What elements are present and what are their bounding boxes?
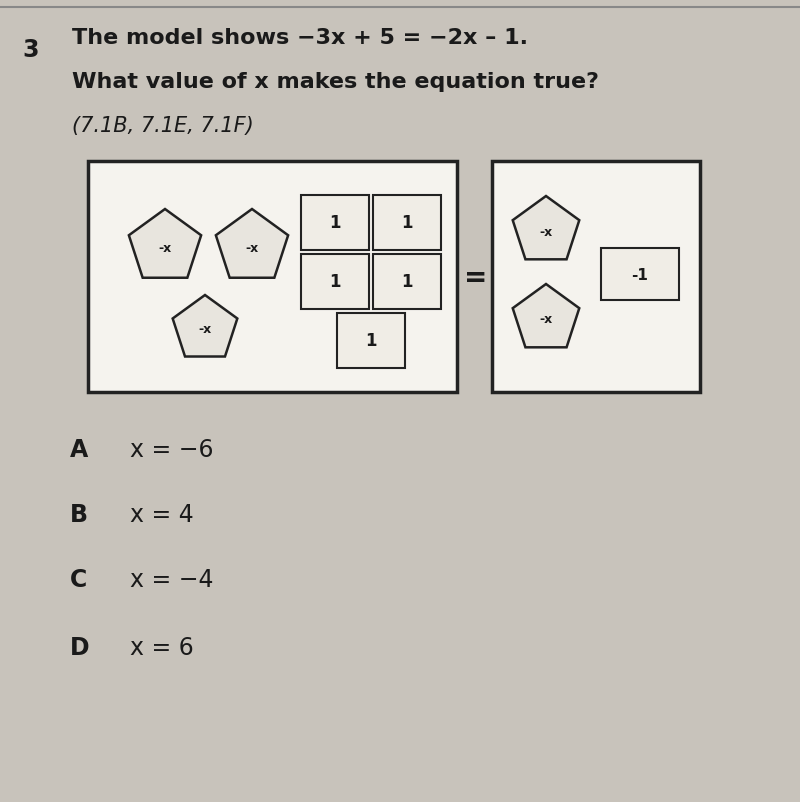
FancyBboxPatch shape (601, 249, 679, 301)
FancyBboxPatch shape (88, 162, 457, 392)
Text: A: A (70, 437, 88, 461)
FancyBboxPatch shape (492, 162, 700, 392)
Text: 1: 1 (402, 273, 413, 290)
Text: x = −6: x = −6 (130, 437, 214, 461)
Text: (7.1B, 7.1E, 7.1F): (7.1B, 7.1E, 7.1F) (72, 115, 254, 136)
Text: -x: -x (539, 225, 553, 238)
Text: 1: 1 (330, 214, 341, 232)
Polygon shape (173, 296, 238, 357)
Text: What value of x makes the equation true?: What value of x makes the equation true? (72, 72, 599, 92)
Text: D: D (70, 635, 90, 659)
Text: =: = (464, 264, 488, 292)
Text: 3: 3 (22, 38, 38, 62)
FancyBboxPatch shape (373, 195, 441, 250)
FancyBboxPatch shape (337, 313, 405, 368)
Polygon shape (129, 210, 201, 278)
Text: B: B (70, 502, 88, 526)
FancyBboxPatch shape (373, 254, 441, 309)
Polygon shape (216, 210, 288, 278)
Text: -x: -x (246, 241, 258, 254)
Text: -x: -x (198, 323, 212, 336)
Text: The model shows −3x + 5 = −2x – 1.: The model shows −3x + 5 = −2x – 1. (72, 28, 528, 48)
Text: C: C (70, 567, 87, 591)
Text: -x: -x (158, 241, 172, 254)
Text: x = 6: x = 6 (130, 635, 194, 659)
FancyBboxPatch shape (301, 195, 369, 250)
FancyBboxPatch shape (301, 254, 369, 309)
Text: 1: 1 (330, 273, 341, 290)
Text: 1: 1 (366, 331, 377, 350)
Polygon shape (513, 285, 579, 348)
Text: 1: 1 (402, 214, 413, 232)
Text: x = 4: x = 4 (130, 502, 194, 526)
Polygon shape (513, 196, 579, 260)
Text: x = −4: x = −4 (130, 567, 214, 591)
Text: -1: -1 (631, 267, 649, 282)
Text: -x: -x (539, 313, 553, 326)
